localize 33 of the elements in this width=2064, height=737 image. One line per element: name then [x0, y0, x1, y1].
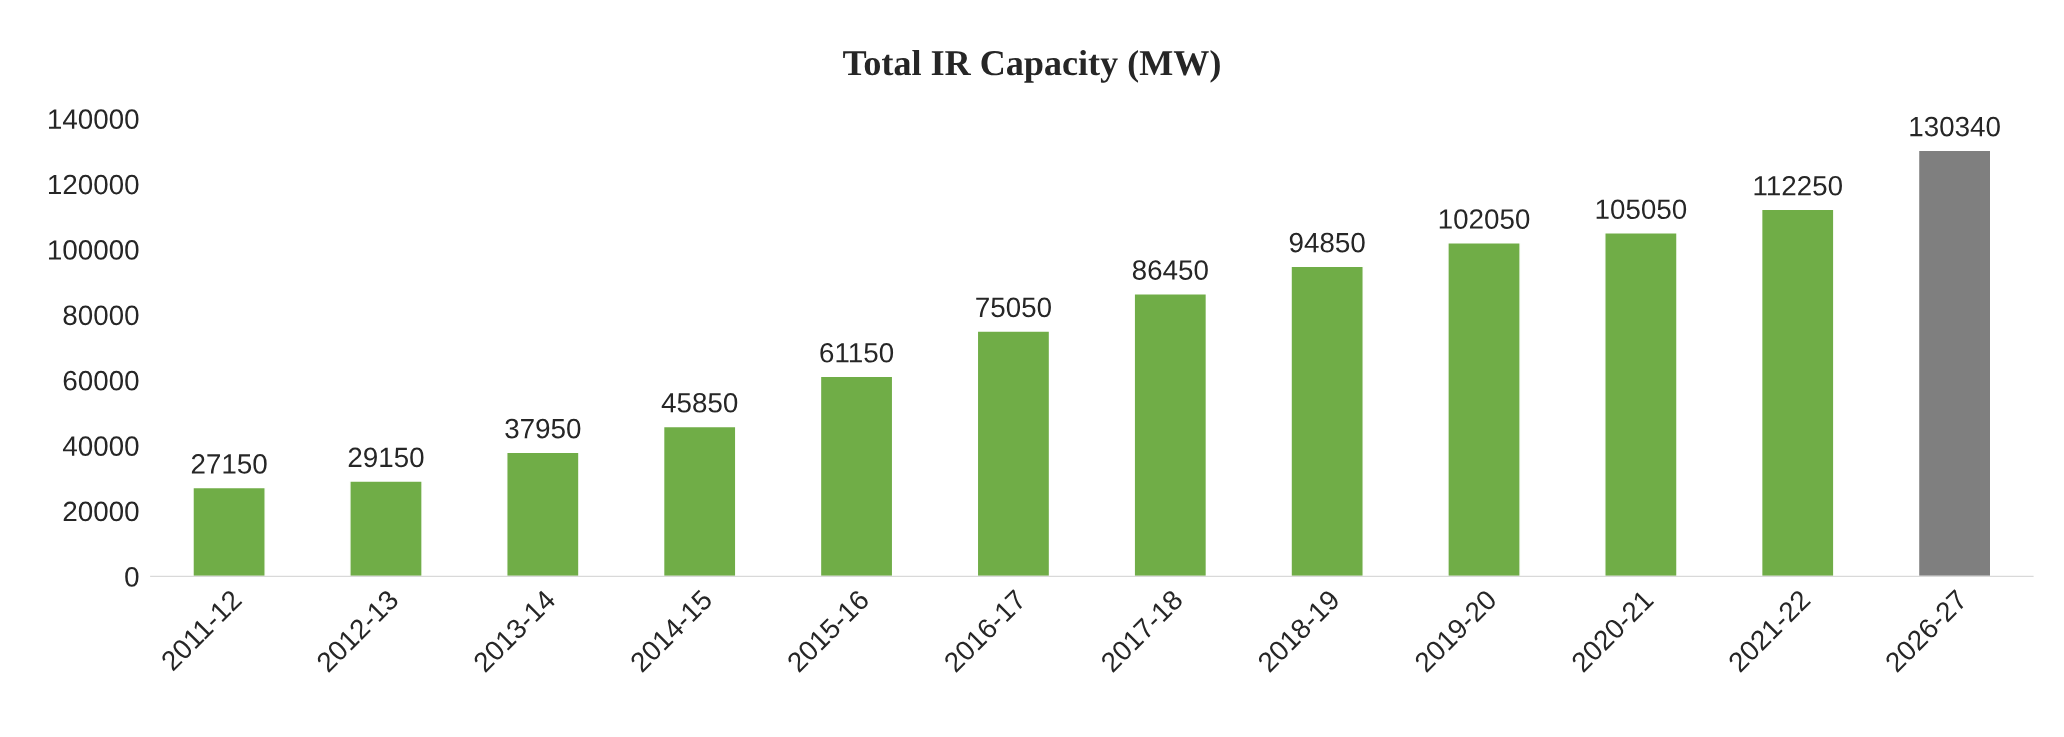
bar — [662, 425, 737, 577]
bar — [1604, 232, 1678, 577]
data-label: 105050 — [1596, 199, 1687, 220]
y-tick-label: 100000 — [49, 240, 139, 260]
y-tick-label: 140000 — [49, 109, 139, 129]
bar — [349, 480, 423, 577]
data-label: 75050 — [976, 297, 1051, 318]
data-label: 29150 — [348, 447, 424, 468]
y-tick-label: 80000 — [63, 305, 139, 326]
bar — [1760, 208, 1835, 577]
y-tick-label: 60000 — [63, 370, 139, 391]
data-label: 130340 — [1910, 116, 2000, 137]
bar — [1290, 265, 1364, 577]
y-tick-label: 20000 — [63, 501, 139, 522]
data-label: 112250 — [1754, 175, 1842, 196]
data-label: 86450 — [1132, 260, 1208, 280]
data-label: 94850 — [1289, 232, 1365, 253]
bar — [1133, 293, 1208, 577]
data-label: 61150 — [820, 342, 894, 363]
bar — [506, 451, 580, 577]
data-label: 102050 — [1439, 209, 1530, 229]
bar — [192, 486, 266, 577]
y-tick-label: 0 — [125, 567, 139, 587]
y-tick-label: 40000 — [62, 436, 139, 456]
bar — [1917, 149, 1992, 577]
y-tick-label: 120000 — [49, 174, 139, 195]
data-label: 45850 — [661, 392, 738, 413]
bar — [976, 330, 1051, 577]
bar — [1447, 242, 1521, 577]
bar — [819, 375, 894, 577]
chart-title: Total IR Capacity (MW) — [843, 49, 1220, 83]
data-label: 37950 — [505, 418, 581, 439]
data-label: 27150 — [191, 454, 267, 474]
